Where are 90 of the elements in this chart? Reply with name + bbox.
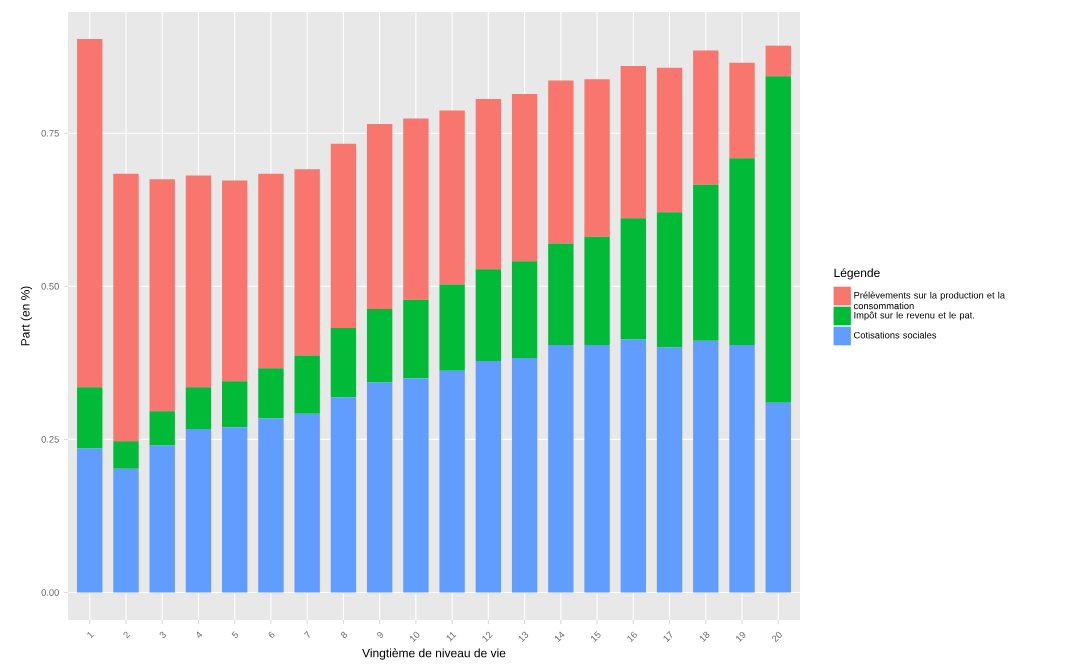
legend-label: Impôt sur le revenu et le pat.: [854, 311, 975, 321]
bar: [294, 355, 320, 414]
bar: [258, 173, 284, 369]
bar: [548, 80, 574, 244]
bar: [403, 299, 429, 379]
bar: [765, 45, 791, 77]
x-tick-label: 9: [377, 631, 383, 638]
bar: [439, 284, 465, 371]
bar: [149, 445, 175, 593]
bar: [77, 38, 103, 388]
bar: [403, 118, 429, 300]
bar: [185, 428, 212, 593]
bar: [403, 378, 429, 593]
bar: [584, 345, 610, 593]
y-axis-title: Part (en %): [20, 286, 32, 346]
bar: [765, 402, 791, 593]
x-tick-label: 13: [518, 631, 529, 643]
bar: [294, 413, 320, 593]
bar: [77, 448, 103, 593]
x-tick-label: 3: [159, 631, 166, 638]
bar: [366, 124, 393, 309]
x-tick-label: 1: [87, 632, 94, 639]
bar: [729, 62, 755, 159]
bar: [330, 327, 357, 398]
bar: [439, 370, 465, 593]
y-tick-label: 0.75: [41, 129, 59, 137]
bar: [366, 308, 393, 383]
bar: [475, 98, 502, 270]
bar: [185, 387, 212, 429]
bar: [294, 169, 320, 356]
bar: [475, 269, 502, 361]
x-tick-label: 10: [409, 631, 420, 643]
x-tick-label: 19: [736, 631, 746, 643]
x-tick-label: 5: [231, 631, 239, 638]
x-tick-label: 6: [268, 631, 275, 638]
y-tick-label: 0.50: [41, 283, 59, 290]
x-tick-label: 11: [446, 632, 457, 642]
x-tick-label: 14: [554, 631, 565, 643]
bar: [511, 357, 538, 593]
bar: [113, 173, 139, 442]
bar: [511, 94, 538, 262]
bar: [656, 347, 683, 593]
legend-label: Prélèvements sur la production et la consommation: [853, 291, 1005, 310]
bar: [693, 340, 719, 593]
bar: [258, 418, 284, 593]
bar: [548, 345, 574, 593]
bar: [185, 175, 212, 388]
bar: [765, 76, 791, 403]
bar: [77, 387, 103, 449]
x-tick-label: 4: [197, 631, 203, 638]
bar: [330, 143, 357, 328]
x-tick-label: 17: [663, 630, 673, 643]
bar: [149, 411, 175, 446]
bar: [149, 179, 175, 412]
bar: [620, 218, 646, 340]
bar: [729, 345, 755, 593]
y-tick-label: 0.25: [41, 436, 59, 443]
bar: [222, 180, 248, 382]
bar: [475, 361, 502, 593]
legend-label: Cotisations sociales: [854, 331, 937, 339]
bar: [693, 50, 719, 185]
x-axis-title: Vingtième de niveau de vie: [362, 648, 506, 660]
x-tick-label: 20: [772, 631, 782, 643]
bar: [258, 368, 284, 419]
y-tick-label: 0.00: [41, 589, 59, 596]
bar: [222, 427, 248, 593]
bar: [656, 67, 683, 213]
bar: [620, 339, 646, 593]
bar: [511, 261, 538, 358]
bar: [729, 158, 755, 346]
bar: [330, 397, 357, 593]
x-tick-label: 2: [123, 631, 131, 639]
x-tick-label: 16: [627, 631, 637, 643]
bar: [366, 382, 393, 593]
bar: [113, 468, 139, 593]
bar: [584, 236, 610, 346]
bar: [620, 65, 646, 219]
bar: [656, 212, 683, 348]
bar: [548, 243, 574, 346]
bar: [222, 381, 248, 428]
x-tick-label: 12: [482, 631, 493, 643]
bar: [113, 441, 139, 469]
x-tick-label: 18: [699, 631, 710, 643]
bar: [584, 79, 610, 237]
bar: [693, 184, 719, 341]
bar: [439, 110, 465, 285]
legend-title: Légende: [834, 268, 880, 280]
x-tick-label: 15: [591, 631, 601, 643]
x-tick-label: 7: [303, 630, 310, 638]
x-tick-label: 8: [340, 631, 348, 638]
